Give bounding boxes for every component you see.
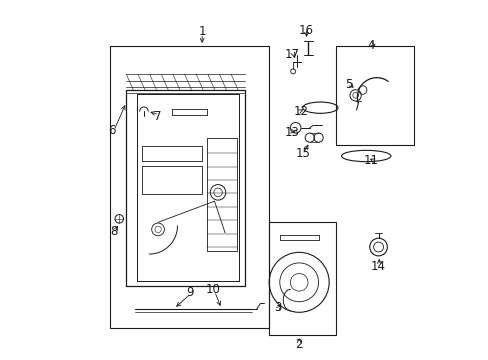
Text: 14: 14	[370, 260, 385, 273]
Text: 2: 2	[295, 338, 302, 351]
Text: 16: 16	[298, 23, 313, 37]
Bar	[336, 46, 413, 145]
Text: 7: 7	[154, 110, 162, 123]
Text: 15: 15	[295, 147, 309, 160]
Text: 17: 17	[284, 48, 299, 61]
Text: 11: 11	[363, 154, 378, 167]
Text: 13: 13	[284, 126, 299, 139]
Text: 3: 3	[274, 301, 281, 314]
Text: 6: 6	[108, 124, 116, 137]
Text: 8: 8	[110, 225, 118, 238]
Bar	[269, 222, 336, 335]
Text: 1: 1	[198, 25, 205, 38]
Text: 5: 5	[344, 78, 351, 91]
Text: 4: 4	[367, 40, 374, 53]
Text: 10: 10	[205, 283, 220, 296]
Bar	[110, 46, 269, 328]
Text: 9: 9	[186, 287, 193, 300]
Text: 12: 12	[293, 105, 308, 118]
